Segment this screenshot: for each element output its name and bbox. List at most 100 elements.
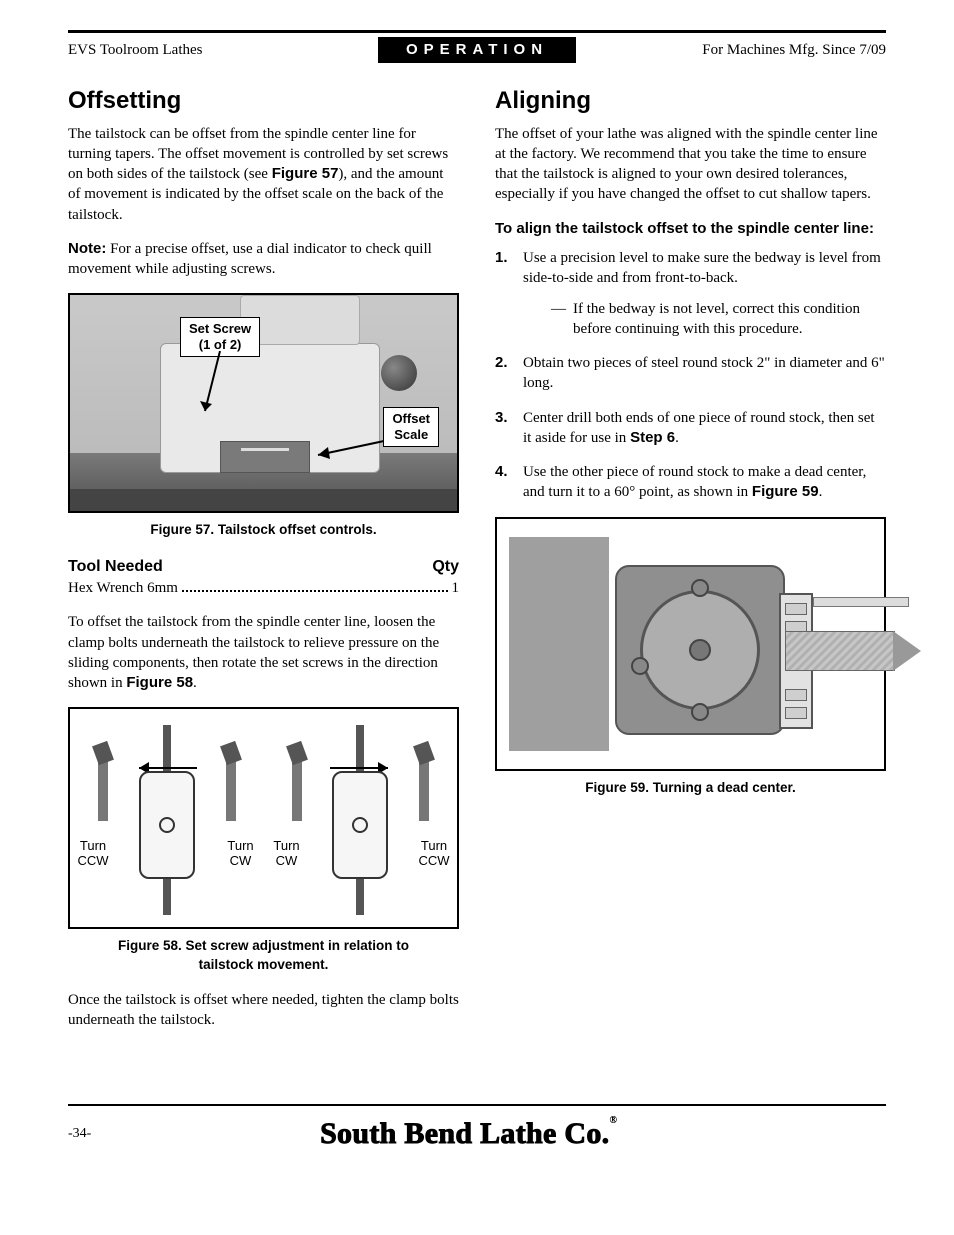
fig58-left-pair: TurnCCW TurnCW — [70, 721, 264, 915]
fig59-chuck — [615, 565, 785, 735]
fig58-label-turn-cw-r: TurnCW — [266, 839, 308, 869]
note-body: For a precise offset, use a dial indicat… — [68, 241, 432, 277]
figure-59-caption: Figure 59. Turning a dead center. — [495, 779, 886, 797]
fig57-label-offset-l1: Offset — [392, 411, 430, 426]
fig59-round-stock — [785, 631, 895, 671]
fig59-toolpost-slot — [785, 689, 807, 701]
footer: -34- South Bend Lathe Co.® South Bend La… — [68, 1104, 886, 1155]
header-center-badge: OPERATION — [378, 37, 576, 63]
fig59-bolt — [631, 657, 649, 675]
fig57-label-setscrew-l2: (1 of 2) — [199, 337, 242, 352]
s3-ref: Step 6 — [630, 429, 675, 446]
tool-item-qty: 1 — [452, 578, 460, 598]
right-column: Aligning The offset of your lathe was al… — [495, 85, 886, 1044]
step-3-text: Center drill both ends of one piece of r… — [523, 408, 886, 449]
fig59-bolt — [691, 703, 709, 721]
fig58-right-pair: TurnCW TurnCCW — [264, 721, 458, 915]
step-1-sub-text: If the bedway is not level, correct this… — [573, 299, 886, 340]
fig57-arrow-scale — [310, 433, 384, 463]
left-column: Offsetting The tailstock can be offset f… — [68, 85, 459, 1044]
brand-logo: South Bend Lathe Co.® South Bend Lathe C… — [91, 1114, 846, 1155]
tool-item-row: Hex Wrench 6mm 1 — [68, 578, 459, 598]
fig57-label-setscrew-l1: Set Screw — [189, 321, 251, 336]
step-1-body: Use a precision level to make sure the b… — [523, 250, 881, 286]
fig58-stem-bottom — [163, 879, 171, 915]
step-2-num: 2. — [495, 353, 523, 394]
p2-a: To offset the tailstock from the spindle… — [68, 614, 439, 691]
s3-b: . — [675, 430, 679, 446]
page-header: EVS Toolroom Lathes OPERATION For Machin… — [68, 30, 886, 63]
fig57-handwheel — [381, 355, 417, 391]
tool-needed-label: Tool Needed — [68, 556, 163, 578]
figure-57-caption: Figure 57. Tailstock offset controls. — [68, 521, 459, 539]
aligning-p1: The offset of your lathe was aligned wit… — [495, 124, 886, 205]
fig58-label-turn-cw-l: TurnCW — [220, 839, 262, 869]
fig59-toolpost-slot — [785, 603, 807, 615]
offsetting-p3: Once the tailstock is offset where neede… — [68, 990, 459, 1031]
note-lead: Note: — [68, 240, 106, 257]
fig58-screw-left-r — [292, 761, 302, 821]
fig59-toolpost-slot — [785, 707, 807, 719]
fig59-dead-center-point — [893, 631, 921, 671]
offsetting-p2: To offset the tailstock from the spindle… — [68, 612, 459, 693]
offsetting-note: Note: For a precise offset, use a dial i… — [68, 239, 459, 280]
fig58-caption-l2: tailstock movement. — [199, 957, 329, 972]
figure-59-illustration — [497, 519, 884, 769]
fig58-screw-right-r — [419, 761, 429, 821]
fig57-label-offset-l2: Scale — [394, 427, 428, 442]
offsetting-p1: The tailstock can be offset from the spi… — [68, 124, 459, 225]
footer-row: -34- South Bend Lathe Co.® South Bend La… — [68, 1114, 886, 1155]
step-1-text: Use a precision level to make sure the b… — [523, 248, 886, 339]
aligning-subhead: To align the tailstock offset to the spi… — [495, 219, 886, 239]
aligning-heading: Aligning — [495, 85, 886, 117]
step-4-num: 4. — [495, 462, 523, 503]
tool-header-spacer — [163, 556, 433, 578]
step-1-num: 1. — [495, 248, 523, 339]
p2-figref: Figure 58 — [126, 674, 193, 691]
fig58-caption-l1: Figure 58. Set screw adjustment in relat… — [118, 938, 409, 953]
fig58-screw-right — [226, 761, 236, 821]
fig58-pivot — [159, 817, 175, 833]
aligning-steps: 1. Use a precision level to make sure th… — [495, 248, 886, 503]
fig58-label-turn-ccw-l: TurnCCW — [72, 839, 114, 869]
offsetting-heading: Offsetting — [68, 85, 459, 117]
figure-58-caption: Figure 58. Set screw adjustment in relat… — [68, 937, 459, 973]
tool-needed-qty-header: Qty — [432, 556, 459, 578]
fig58-screw-left — [98, 761, 108, 821]
tool-item-leader — [182, 590, 448, 592]
step-2: 2. Obtain two pieces of steel round stoc… — [495, 353, 886, 394]
tool-item-name: Hex Wrench 6mm — [68, 578, 178, 598]
fig58-label-turn-ccw-r: TurnCCW — [413, 839, 455, 869]
fig57-arrow-setscrew — [200, 351, 240, 421]
fig59-headstock-panel — [509, 537, 609, 751]
fig59-bolt — [691, 579, 709, 597]
step-2-text: Obtain two pieces of steel round stock 2… — [523, 353, 886, 394]
step-1: 1. Use a precision level to make sure th… — [495, 248, 886, 339]
figure-57-illustration: Set Screw (1 of 2) Offset Scale — [70, 295, 457, 511]
step-3: 3. Center drill both ends of one piece o… — [495, 408, 886, 449]
fig58-pivot-r — [352, 817, 368, 833]
fig59-chuck-hub — [689, 639, 711, 661]
brand-fill: South Bend Lathe Co.® — [91, 1114, 846, 1155]
fig58-stem-bottom-r — [356, 879, 364, 915]
header-right: For Machines Mfg. Since 7/09 — [576, 40, 886, 60]
step-3-num: 3. — [495, 408, 523, 449]
step-4-text: Use the other piece of round stock to ma… — [523, 462, 886, 503]
header-left: EVS Toolroom Lathes — [68, 40, 378, 60]
step-1-sub: — If the bedway is not level, correct th… — [551, 299, 886, 340]
figure-57: Set Screw (1 of 2) Offset Scale — [68, 293, 459, 513]
tool-needed-header: Tool Needed Qty — [68, 556, 459, 578]
content-columns: Offsetting The tailstock can be offset f… — [68, 85, 886, 1044]
fig59-tool-bit — [813, 597, 909, 607]
fig57-label-offset: Offset Scale — [383, 407, 439, 446]
step-4: 4. Use the other piece of round stock to… — [495, 462, 886, 503]
p2-b: . — [193, 675, 197, 691]
step-1-sub-dash: — — [551, 299, 573, 340]
page-number: -34- — [68, 1125, 91, 1144]
p1-figref: Figure 57 — [272, 165, 339, 182]
s3-a: Center drill both ends of one piece of r… — [523, 410, 875, 446]
fig57-rail-lower — [70, 489, 457, 511]
figure-58-illustration: TurnCCW TurnCW TurnCW TurnCCW — [70, 709, 457, 927]
figure-58: TurnCCW TurnCW TurnCW TurnCCW — [68, 707, 459, 929]
s4-ref: Figure 59 — [752, 483, 819, 500]
